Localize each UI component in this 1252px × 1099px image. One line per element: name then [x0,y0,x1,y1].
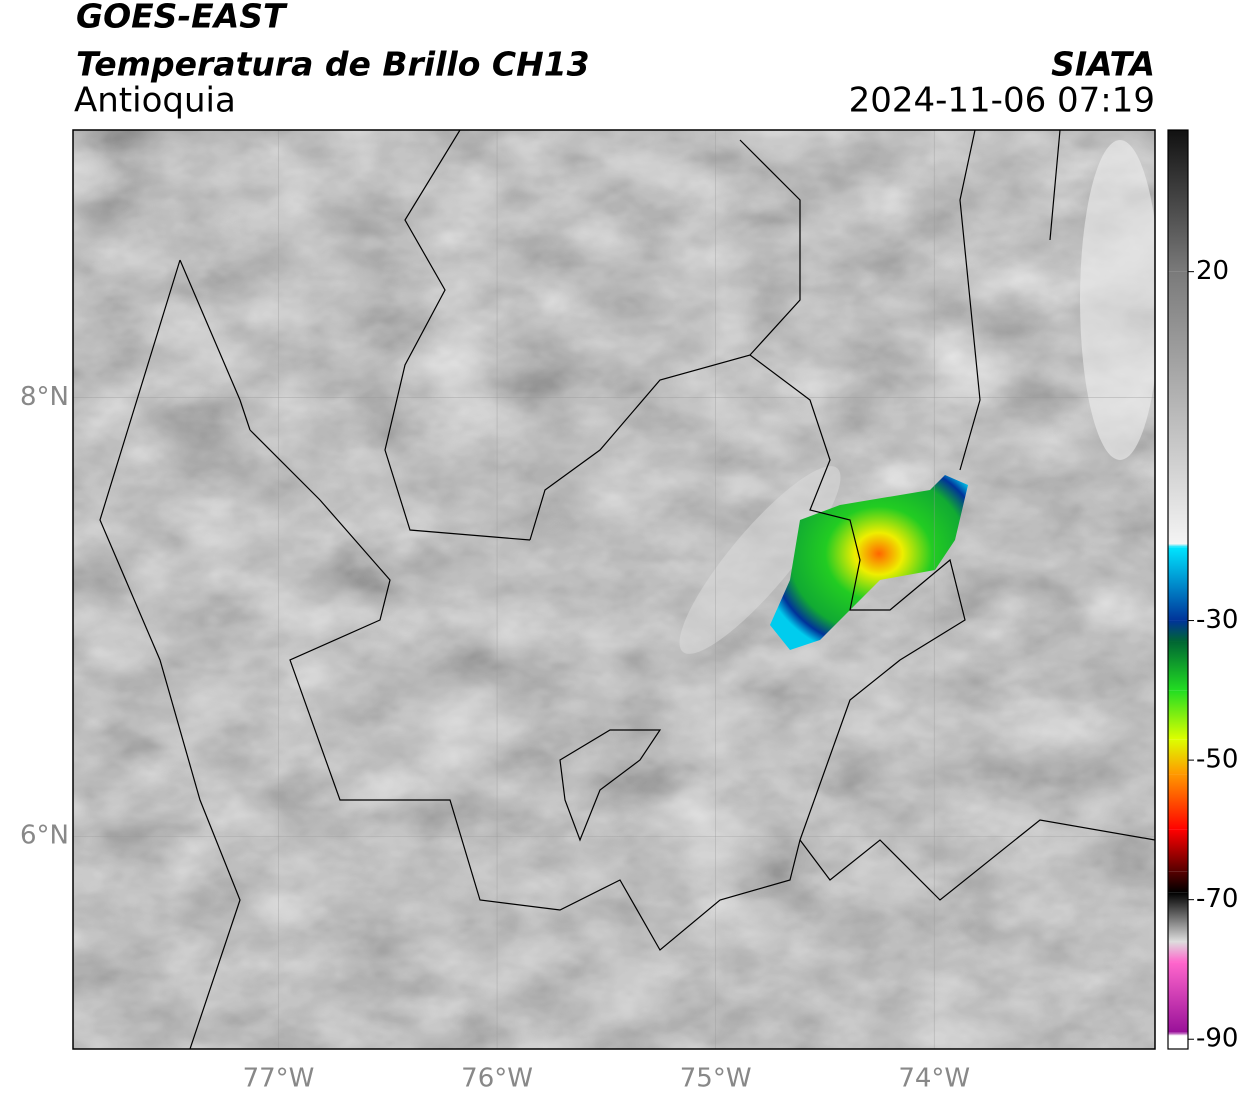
satellite-image [73,130,1155,1049]
border [739,130,1061,471]
region: Antioquia [74,81,236,121]
colorbar-tick-label: 20 [1196,256,1229,286]
map-area [73,130,1155,1049]
colorbar-segment [1168,774,1188,830]
colorbar-segment [1168,543,1188,548]
border [559,729,662,842]
x-tick-label: 75°W [680,1064,752,1094]
colorbar-segment [1168,690,1188,740]
colorbar-segment [1168,641,1188,691]
source: SIATA [1051,45,1155,84]
x-tick-label: 76°W [461,1064,533,1094]
colorbar-segment [1168,620,1188,642]
colorbar-tick-label: -70 [1196,884,1238,914]
y-tick-label: 8°N [20,382,69,412]
x-tick-label: 77°W [243,1064,315,1094]
border [384,130,531,541]
colorbar-segment [1168,547,1188,621]
colorbar-segment [1168,829,1188,872]
colorbar-segment [1168,871,1188,893]
colorbar-segment [1168,1035,1188,1049]
x-tick-label: 74°W [898,1064,970,1094]
colorbar-frame [1167,129,1189,1050]
y-tick-label: 6°N [20,821,69,851]
colorbar-segment [1168,962,1188,1033]
colorbar-segment [1168,130,1188,272]
colorbar-segment [1168,1032,1188,1036]
border [249,429,801,951]
cloud [679,466,841,654]
title: GOES-EAST [76,0,288,36]
colorbar-tick-label: -50 [1196,745,1238,775]
colorbar-tick-label: -30 [1196,605,1238,635]
colorbar-tick-label: -90 [1196,1024,1238,1054]
border [99,259,251,1049]
colorbar-segment [1168,739,1188,775]
map-frame [72,129,1156,1050]
storm-cell [770,475,968,650]
border [529,354,1155,901]
cloud [1080,140,1155,460]
subtitle: Temperatura de Brillo CH13 [76,45,590,84]
colorbar-segment [1168,892,1188,942]
datetime: 2024-11-06 07:19 [849,81,1155,121]
colorbar-segment [1168,271,1188,544]
colorbar-segment [1168,941,1188,963]
